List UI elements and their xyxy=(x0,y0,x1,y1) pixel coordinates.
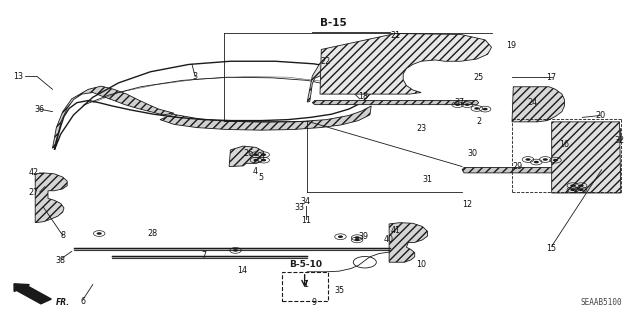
Text: 38: 38 xyxy=(56,256,66,265)
Text: 40: 40 xyxy=(384,235,394,244)
Circle shape xyxy=(543,158,548,161)
Text: 13: 13 xyxy=(13,72,23,81)
Text: 11: 11 xyxy=(301,216,311,225)
Circle shape xyxy=(570,189,575,191)
Text: 16: 16 xyxy=(559,140,570,149)
Circle shape xyxy=(355,239,360,241)
Polygon shape xyxy=(160,106,371,130)
Circle shape xyxy=(474,107,479,110)
Text: 2: 2 xyxy=(476,117,481,126)
Text: 24: 24 xyxy=(527,98,538,107)
Text: 1: 1 xyxy=(303,280,308,289)
Text: B-5-10: B-5-10 xyxy=(289,260,323,269)
Text: 7: 7 xyxy=(201,251,206,260)
Circle shape xyxy=(253,153,259,156)
Text: 19: 19 xyxy=(506,41,516,50)
Text: 26: 26 xyxy=(243,149,253,158)
Polygon shape xyxy=(389,223,428,262)
Text: 12: 12 xyxy=(462,200,472,209)
Circle shape xyxy=(455,103,460,106)
FancyArrow shape xyxy=(14,284,51,304)
Text: 42: 42 xyxy=(28,168,38,177)
Text: 36: 36 xyxy=(35,105,45,114)
Text: SEAAB5100: SEAAB5100 xyxy=(580,298,622,307)
Text: 37: 37 xyxy=(454,98,465,107)
Polygon shape xyxy=(307,48,396,102)
Polygon shape xyxy=(229,146,264,167)
Text: 21: 21 xyxy=(390,31,401,40)
Polygon shape xyxy=(35,173,67,223)
Circle shape xyxy=(525,158,531,161)
Text: 35: 35 xyxy=(334,286,344,295)
Text: 14: 14 xyxy=(237,266,247,275)
Text: 32: 32 xyxy=(614,137,625,145)
Text: 20: 20 xyxy=(595,111,605,120)
Polygon shape xyxy=(552,122,621,193)
Circle shape xyxy=(534,161,539,163)
Circle shape xyxy=(97,232,102,235)
Circle shape xyxy=(570,184,575,187)
Text: 41: 41 xyxy=(390,226,401,235)
Text: 39: 39 xyxy=(358,232,369,241)
Text: 4: 4 xyxy=(252,167,257,176)
Text: 30: 30 xyxy=(467,149,477,158)
Text: 33: 33 xyxy=(294,204,305,212)
Text: 6: 6 xyxy=(81,297,86,306)
Polygon shape xyxy=(462,167,621,173)
Circle shape xyxy=(253,159,259,161)
Text: B-15: B-15 xyxy=(320,18,347,28)
Circle shape xyxy=(579,189,584,191)
Text: 8: 8 xyxy=(60,231,65,240)
Text: 29: 29 xyxy=(512,162,522,171)
Text: 31: 31 xyxy=(422,175,433,184)
Text: 15: 15 xyxy=(547,244,557,253)
Text: 9: 9 xyxy=(311,298,316,307)
FancyBboxPatch shape xyxy=(282,272,328,301)
Circle shape xyxy=(338,235,343,238)
Circle shape xyxy=(261,153,266,156)
Text: 5: 5 xyxy=(259,173,264,182)
Polygon shape xyxy=(512,87,564,122)
Polygon shape xyxy=(52,86,174,148)
Polygon shape xyxy=(312,100,479,105)
Text: 17: 17 xyxy=(547,73,557,82)
Text: 27: 27 xyxy=(28,188,38,197)
Text: 18: 18 xyxy=(358,92,369,101)
Circle shape xyxy=(261,159,266,161)
Circle shape xyxy=(233,249,238,252)
Text: 25: 25 xyxy=(474,73,484,82)
Text: 28: 28 xyxy=(147,229,157,238)
Text: 3: 3 xyxy=(193,72,198,81)
Circle shape xyxy=(355,236,360,239)
Circle shape xyxy=(465,103,470,106)
Text: 34: 34 xyxy=(301,197,311,206)
Circle shape xyxy=(483,108,488,110)
Polygon shape xyxy=(320,33,492,94)
Text: 23: 23 xyxy=(416,124,426,133)
Circle shape xyxy=(553,159,558,161)
Text: FR.: FR. xyxy=(56,298,70,307)
Text: 22: 22 xyxy=(320,57,330,66)
Text: 10: 10 xyxy=(416,260,426,269)
Circle shape xyxy=(579,184,584,187)
